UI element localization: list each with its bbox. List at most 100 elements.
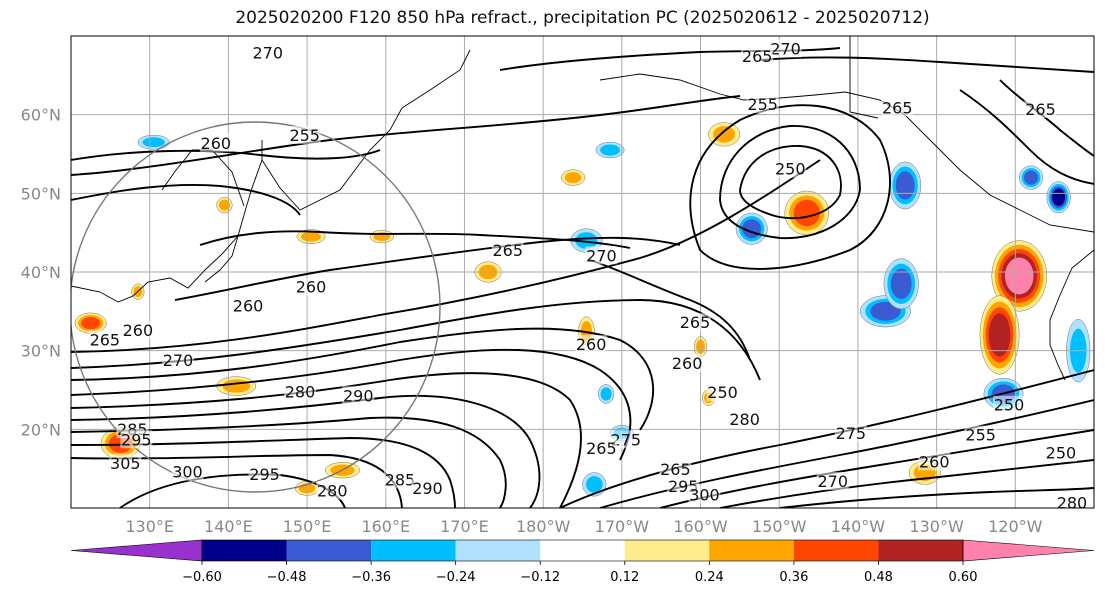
pc-shade-24-1 <box>222 379 251 393</box>
contour-label-25: 305 <box>110 454 141 473</box>
contour-label-bg-11 <box>295 277 328 296</box>
contour-label-1: 270 <box>770 39 801 58</box>
contour-label-2: 265 <box>742 47 773 66</box>
contour-label-26: 300 <box>172 463 203 482</box>
contour-label-bg-4 <box>746 95 779 114</box>
contour-label-40: 255 <box>965 426 996 445</box>
pc-shade-27-1 <box>301 231 321 242</box>
lon-tick-label-0: 130°E <box>125 517 174 536</box>
lon-tick-label-1: 140°E <box>204 517 253 536</box>
contour-label-8: 265 <box>1025 100 1056 119</box>
colorbar-tick-label-5: 0.12 <box>610 570 639 585</box>
lon-tick-label-5: 180°W <box>516 517 571 536</box>
colorbar-segment-7 <box>709 540 794 561</box>
contour-label-bg-17 <box>575 335 608 354</box>
contour-label-21: 290 <box>343 386 374 405</box>
contour-label-bg-22 <box>728 409 761 428</box>
contour-label-0: 270 <box>252 43 283 62</box>
lat-tick-label-2: 40°N <box>21 263 61 282</box>
lon-tick-label-11: 120°W <box>988 517 1043 536</box>
contour-label-11: 260 <box>296 278 327 297</box>
contour-label-12: 260 <box>233 297 264 316</box>
contour-label-39: 250 <box>1046 444 1077 463</box>
contour-label-7: 265 <box>882 98 913 117</box>
contour-label-41: 250 <box>994 396 1025 415</box>
colorbar-tick-label-1: −0.48 <box>267 570 307 585</box>
colorbar-tick-label-4: −0.12 <box>520 570 560 585</box>
colorbar-segment-1 <box>202 540 287 561</box>
contour-label-bg-18 <box>671 354 704 373</box>
contour-label-bg-35 <box>688 485 721 504</box>
contour-label-bg-36 <box>834 424 867 443</box>
colorbar-segment-3 <box>371 540 456 561</box>
contour-label-31: 275 <box>611 430 642 449</box>
pc-shade-0-4 <box>1004 257 1034 295</box>
contour-label-bg-20 <box>283 382 316 401</box>
contour-label-bg-16 <box>679 313 712 332</box>
contour-label-5: 260 <box>201 134 232 153</box>
colorbar-outline <box>201 539 964 562</box>
pc-shade-1-3 <box>988 313 1011 357</box>
refractivity-contours <box>71 47 1094 508</box>
precipitation-pc-shading <box>74 122 1091 497</box>
contour-label-bg-15 <box>162 350 195 369</box>
colorbar: −0.60 −0.48 −0.36 −0.24 −0.12 0.12 0.24 0.36 0.4… <box>70 539 1095 585</box>
colorbar-segment-9 <box>878 540 963 561</box>
pc-shade-7-2 <box>895 171 915 200</box>
contour-label-bg-29 <box>383 470 416 489</box>
chart-title: 2025020200 F120 850 hPa refract., precip… <box>235 8 930 28</box>
contour-label-bg-7 <box>881 98 914 117</box>
contour-label-32: 265 <box>586 439 617 458</box>
contour-label-4: 255 <box>747 95 778 114</box>
contour-label-28: 280 <box>317 481 348 500</box>
lon-tick-label-8: 150°W <box>752 517 807 536</box>
contour-label-3: 255 <box>289 126 320 145</box>
contour-label-bg-37 <box>816 472 849 491</box>
colorbar-tick-label-2: −0.36 <box>351 570 391 585</box>
colorbar-segment-2 <box>286 540 372 561</box>
lon-tick-label-10: 130°W <box>909 517 964 536</box>
contour-label-17: 260 <box>576 335 607 354</box>
contour-label-15: 270 <box>163 351 194 370</box>
lon-tick-label-2: 150°E <box>283 517 332 536</box>
pc-shade-20-1 <box>564 172 582 184</box>
pc-shade-13-1 <box>575 232 598 249</box>
pc-shade-9-2 <box>1023 170 1039 185</box>
lon-tick-label-6: 170°W <box>595 517 650 536</box>
lat-tick-label-3: 30°N <box>21 342 61 361</box>
contour-label-bg-32 <box>585 439 618 457</box>
colorbar-tick-label-7: 0.36 <box>779 570 808 585</box>
colorbar-extend-low <box>70 539 203 562</box>
contour-label-19: 250 <box>707 383 738 402</box>
range-circle <box>71 121 441 493</box>
colorbar-segment-4 <box>455 540 541 561</box>
colorbar-tick-label-6: 0.24 <box>695 570 724 585</box>
contour-label-33: 265 <box>660 460 691 479</box>
lon-tick-label-4: 170°E <box>440 517 489 536</box>
contour-label-bg-19 <box>706 383 739 402</box>
contour-label-42: 280 <box>1057 493 1088 512</box>
contour-label-bg-31 <box>609 430 642 449</box>
lat-tick-label-4: 20°N <box>21 420 61 439</box>
lon-tick-label-3: 160°E <box>361 517 410 536</box>
colorbar-tick-label-9: 0.60 <box>949 570 978 585</box>
pc-shade-16-1 <box>586 476 603 493</box>
colorbar-extend-high <box>962 539 1095 562</box>
contour-label-29: 285 <box>385 470 416 489</box>
contour-label-bg-8 <box>1024 99 1057 118</box>
pc-shade-8-3 <box>1052 188 1066 206</box>
contour-label-13: 260 <box>123 321 154 340</box>
pc-shade-6-2 <box>890 268 912 299</box>
contour-label-bg-13 <box>121 321 154 339</box>
colorbar-segment-5 <box>540 540 625 561</box>
pc-shade-18-1 <box>142 137 165 148</box>
contour-label-bg-14 <box>88 330 121 349</box>
contour-label-bg-2 <box>741 47 774 66</box>
contour-label-bg-41 <box>993 395 1026 414</box>
map-frame <box>70 35 1095 509</box>
contour-label-bg-42 <box>1055 493 1088 512</box>
colorbar-segment-6 <box>624 540 710 561</box>
axis-ticks: 60°N 50°N 40°N 30°N 20°N 130°E 140°E 150°E 160°E… <box>21 106 1043 536</box>
pc-shade-14-1 <box>600 387 612 401</box>
